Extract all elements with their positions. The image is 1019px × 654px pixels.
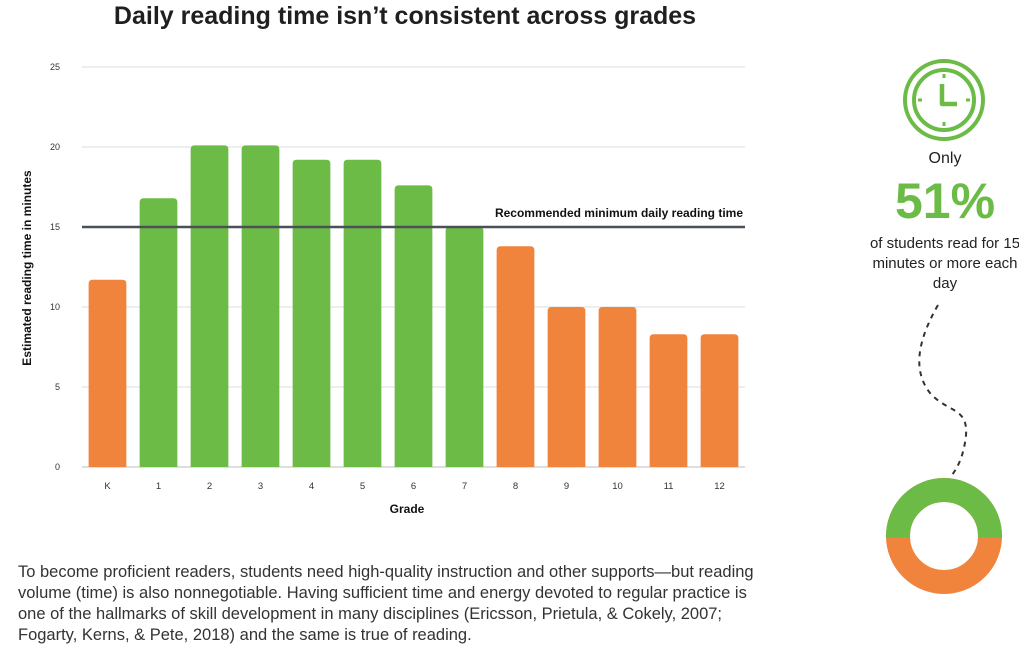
bar-grade-11 — [649, 334, 688, 467]
x-tick-label: K — [104, 481, 111, 492]
y-tick-label: 5 — [55, 382, 60, 392]
bars — [88, 145, 739, 468]
y-axis-ticks: 0 5 10 15 20 25 — [50, 62, 60, 472]
bar-grade-3 — [241, 145, 280, 467]
x-tick-label: 9 — [564, 481, 569, 492]
bar-grade-4 — [292, 159, 331, 468]
x-axis-ticks: K 1 2 3 4 5 6 7 8 9 10 11 12 — [104, 481, 724, 492]
x-tick-label: 5 — [360, 481, 365, 492]
x-tick-label: 10 — [612, 481, 623, 492]
y-axis-label: Estimated reading time in minutes — [20, 170, 34, 366]
bar-grade-8 — [496, 246, 535, 467]
body-paragraph: To become proficient readers, students n… — [18, 563, 754, 644]
bar-grade-5 — [343, 159, 382, 468]
y-tick-label: 10 — [50, 302, 60, 312]
bar-grade-7 — [445, 227, 484, 467]
x-tick-label: 3 — [258, 481, 263, 492]
percent-description: of students read for 15 minutes or more … — [869, 235, 1019, 292]
donut-segment-51 — [886, 478, 1002, 538]
x-tick-label: 6 — [411, 481, 416, 492]
x-tick-label: 1 — [156, 481, 161, 492]
reference-line-group: Recommended minimum daily reading time — [82, 206, 745, 229]
clock-icon — [903, 59, 985, 141]
bar-grade-2 — [190, 145, 229, 467]
x-tick-label: 8 — [513, 481, 518, 492]
chart-title: Daily reading time isn’t consistent acro… — [113, 2, 697, 30]
y-tick-label: 25 — [50, 62, 60, 72]
dashed-connector — [918, 304, 968, 476]
only-label: Only — [928, 150, 962, 167]
x-tick-label: 7 — [462, 481, 467, 492]
x-tick-label: 12 — [714, 481, 725, 492]
bar-grade-6 — [394, 185, 433, 467]
reference-line-label: Recommended minimum daily reading time — [495, 206, 743, 220]
x-tick-label: 2 — [207, 481, 212, 492]
bar-grade-12 — [700, 334, 739, 467]
x-tick-label: 11 — [664, 481, 674, 492]
bar-grade-9 — [547, 307, 586, 467]
x-axis-label: Grade — [390, 502, 425, 516]
bar-grade-k — [88, 279, 127, 467]
y-tick-label: 15 — [50, 222, 60, 232]
percent-donut-chart — [886, 478, 1002, 594]
bar-grade-10 — [598, 307, 637, 467]
percent-value: 51% — [894, 173, 996, 229]
x-tick-label: 4 — [309, 481, 314, 492]
bar-grade-1 — [139, 198, 178, 467]
y-tick-label: 0 — [55, 462, 60, 472]
y-tick-label: 20 — [50, 142, 60, 152]
